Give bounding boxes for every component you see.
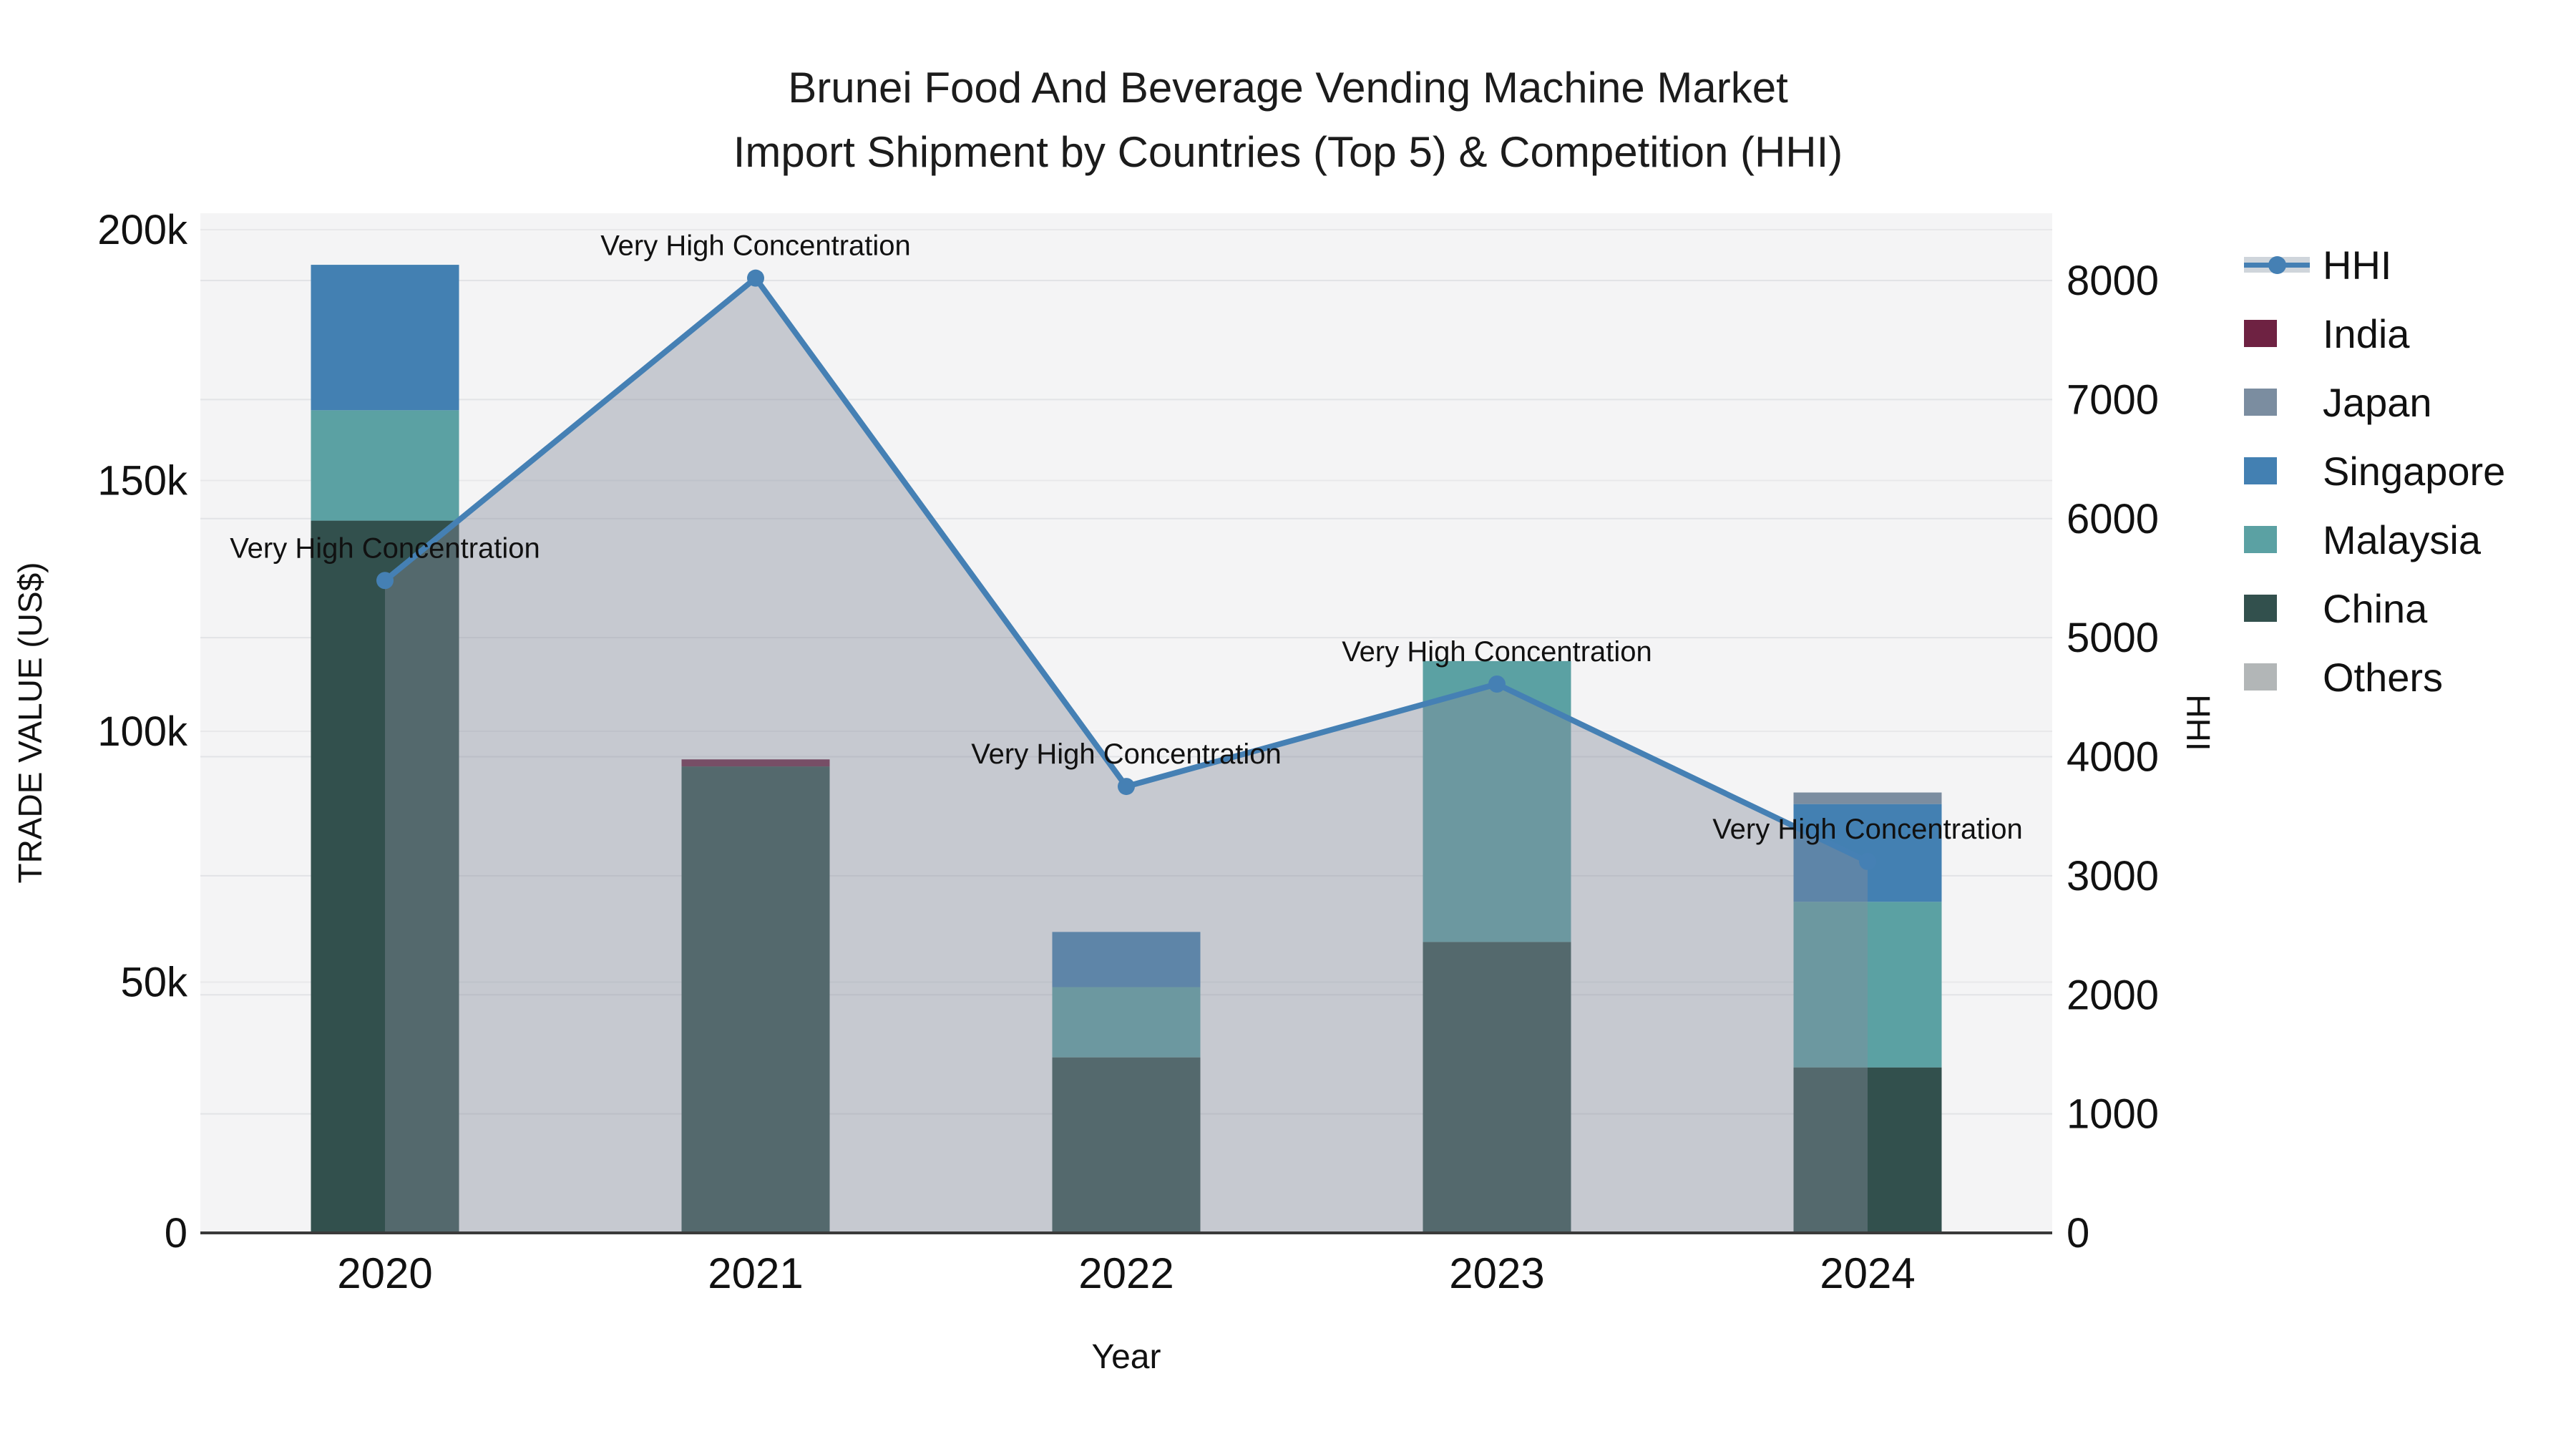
bar-segment-japan-2024[interactable]: [1793, 792, 1942, 804]
legend-item-malaysia[interactable]: Malaysia: [2244, 505, 2505, 574]
legend-item-india[interactable]: India: [2244, 299, 2505, 368]
chart-title-line2: Import Shipment by Countries (Top 5) & C…: [733, 128, 1843, 176]
chart-title: Brunei Food And Beverage Vending Machine…: [0, 56, 2576, 185]
y-left-tick-200k: 200k: [97, 207, 188, 253]
legend-label: China: [2323, 585, 2428, 631]
annotation-2023: Very High Concentration: [1342, 636, 1652, 668]
hhi-marker-2023[interactable]: [1488, 675, 1506, 693]
annotation-2024: Very High Concentration: [1712, 814, 2023, 845]
hhi-marker-2021[interactable]: [747, 269, 764, 287]
bar-segment-china-2021[interactable]: [681, 766, 830, 1233]
y-right-axis-title: HHI: [2180, 694, 2217, 751]
hhi-marker-2022[interactable]: [1118, 778, 1135, 796]
legend-square-swatch-icon: [2244, 595, 2313, 622]
x-tick-2021[interactable]: 2021: [708, 1249, 803, 1297]
annotation-2021: Very High Concentration: [600, 230, 911, 262]
legend-label: HHI: [2323, 242, 2392, 288]
legend-square-swatch-icon: [2244, 457, 2313, 484]
bar-segment-singapore-2022[interactable]: [1052, 932, 1201, 987]
hhi-marker-2024[interactable]: [1859, 852, 1876, 870]
annotation-2022: Very High Concentration: [971, 738, 1282, 770]
legend-square-swatch-icon: [2244, 663, 2313, 691]
y-right-tick-0: 0: [2067, 1210, 2089, 1257]
bar-segment-malaysia-2024[interactable]: [1793, 902, 1942, 1068]
hhi-marker-2020[interactable]: [376, 572, 394, 590]
legend-label: Malaysia: [2323, 517, 2481, 562]
legend-square-swatch-icon: [2244, 389, 2313, 416]
y-right-tick-8000: 8000: [2067, 258, 2159, 304]
y-right-tick-7000: 7000: [2067, 376, 2159, 423]
legend-item-singapore[interactable]: Singapore: [2244, 436, 2505, 505]
y-right-tick-3000: 3000: [2067, 853, 2159, 899]
legend-item-japan[interactable]: Japan: [2244, 368, 2505, 436]
x-tick-2020[interactable]: 2020: [337, 1249, 432, 1297]
legend-square-swatch-icon: [2244, 320, 2313, 347]
bar-segment-china-2024[interactable]: [1793, 1067, 1942, 1233]
x-tick-2024[interactable]: 2024: [1820, 1249, 1915, 1297]
x-axis-title: Year: [1092, 1338, 1161, 1376]
y-left-axis-title: TRADE VALUE (US$): [11, 562, 49, 883]
hhi-area-fill: [385, 278, 1868, 1233]
y-right-tick-2000: 2000: [2067, 972, 2159, 1018]
x-tick-2023[interactable]: 2023: [1449, 1249, 1544, 1297]
chart-title-line1: Brunei Food And Beverage Vending Machine…: [788, 64, 1788, 112]
bar-segment-china-2022[interactable]: [1052, 1057, 1201, 1233]
legend-item-hhi[interactable]: HHI: [2244, 230, 2505, 299]
bar-segment-india-2021[interactable]: [681, 759, 830, 767]
legend-label: India: [2323, 311, 2410, 356]
legend-label: Singapore: [2323, 448, 2506, 494]
legend-item-others[interactable]: Others: [2244, 643, 2505, 711]
y-left-tick-100k: 100k: [97, 708, 188, 755]
y-left-tick-150k: 150k: [97, 458, 188, 504]
bar-segment-malaysia-2020[interactable]: [311, 410, 459, 521]
legend-line-swatch-icon: [2244, 250, 2313, 279]
x-tick-2022[interactable]: 2022: [1078, 1249, 1174, 1297]
legend: HHI India Japan Singapore Malaysia China Other…: [2244, 230, 2505, 711]
bar-segment-china-2023[interactable]: [1423, 942, 1571, 1233]
legend-square-swatch-icon: [2244, 526, 2313, 553]
bar-segment-china-2020[interactable]: [311, 520, 459, 1233]
annotation-2020: Very High Concentration: [230, 532, 540, 564]
y-right-tick-4000: 4000: [2067, 734, 2159, 781]
legend-label: Japan: [2323, 379, 2432, 425]
legend-label: Others: [2323, 654, 2444, 700]
bar-segment-malaysia-2022[interactable]: [1052, 987, 1201, 1058]
y-right-tick-5000: 5000: [2067, 615, 2159, 661]
y-right-tick-6000: 6000: [2067, 496, 2159, 542]
y-right-tick-1000: 1000: [2067, 1091, 2159, 1138]
y-left-tick-50k: 50k: [120, 960, 188, 1006]
legend-item-china[interactable]: China: [2244, 574, 2505, 643]
bar-segment-singapore-2020[interactable]: [311, 265, 459, 411]
y-left-tick-0: 0: [165, 1210, 187, 1257]
